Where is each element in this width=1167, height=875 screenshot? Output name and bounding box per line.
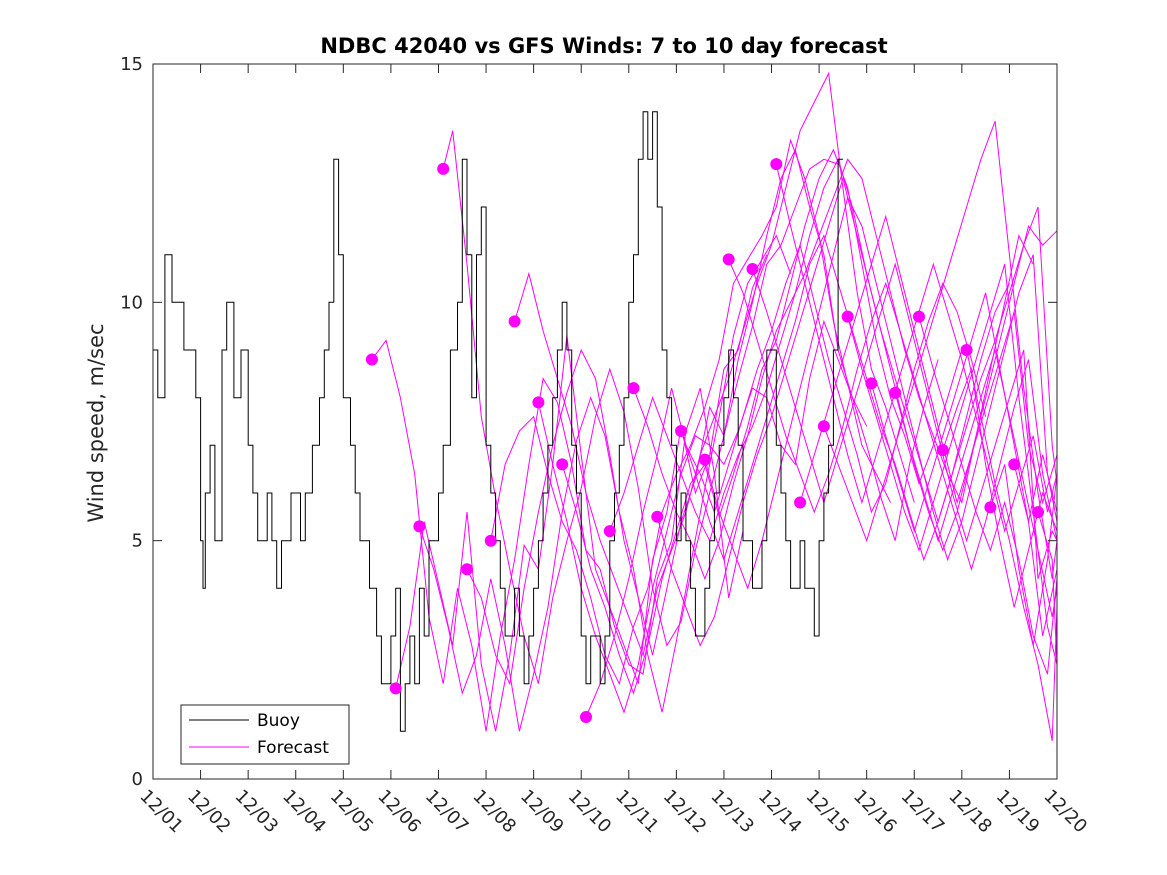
forecast-marker-7 xyxy=(508,315,521,328)
forecast-marker-24 xyxy=(913,310,925,323)
forecast-marker-11 xyxy=(603,525,616,538)
y-tick-label: 5 xyxy=(132,531,143,552)
forecast-marker-5 xyxy=(461,563,473,576)
forecast-line-6 xyxy=(490,138,891,686)
forecast-line-17 xyxy=(752,262,1057,579)
buoy-line xyxy=(153,111,843,732)
legend-forecast-label: Forecast xyxy=(257,738,329,758)
forecast-marker-10 xyxy=(580,711,592,723)
forecast-marker-14 xyxy=(675,425,688,437)
forecast-line-20 xyxy=(823,121,1057,579)
legend-box xyxy=(180,704,350,765)
forecast-marker-9 xyxy=(556,458,569,471)
forecast-marker-16 xyxy=(722,253,735,266)
forecast-marker-25 xyxy=(936,444,949,457)
forecast-marker-18 xyxy=(770,158,783,171)
forecast-marker-15 xyxy=(698,453,711,466)
forecast-marker-17 xyxy=(746,263,759,275)
forecast-line-26 xyxy=(966,349,1057,741)
forecast-line-7 xyxy=(514,71,915,657)
forecast-line-22 xyxy=(870,292,1057,637)
axes-frame xyxy=(152,63,1058,780)
forecast-line-29 xyxy=(1037,511,1057,665)
forecast-marker-1 xyxy=(365,353,378,366)
forecast-marker-28 xyxy=(1008,458,1021,471)
forecast-line-13 xyxy=(656,176,1057,647)
forecast-line-24 xyxy=(918,316,1057,675)
plot-area xyxy=(153,71,1057,741)
forecast-line-27 xyxy=(989,464,1057,646)
forecast-marker-3 xyxy=(413,520,426,533)
forecast-line-9 xyxy=(561,148,963,695)
legend: Buoy Forecast xyxy=(180,704,350,765)
y-tick-label: 0 xyxy=(132,769,143,790)
forecast-marker-13 xyxy=(651,510,664,523)
forecast-line-10 xyxy=(585,243,987,718)
forecast-line-15 xyxy=(704,196,1057,590)
legend-buoy-label: Buoy xyxy=(257,711,300,731)
forecast-line-5 xyxy=(466,148,868,686)
forecast-line-2 xyxy=(395,254,768,732)
forecast-marker-26 xyxy=(960,344,973,356)
y-axis-label: Wind speed, m/sec xyxy=(84,323,108,522)
forecast-marker-22 xyxy=(865,377,878,390)
forecast-line-21 xyxy=(847,264,1057,665)
forecast-line-1 xyxy=(371,339,744,732)
chart-title: NDBC 42040 vs GFS Winds: 7 to 10 day for… xyxy=(320,34,887,58)
forecast-line-4 xyxy=(442,130,839,684)
forecast-marker-19 xyxy=(794,496,807,509)
y-tick-label: 15 xyxy=(120,54,143,75)
forecast-marker-29 xyxy=(1032,506,1044,519)
forecast-marker-21 xyxy=(841,310,854,323)
forecast-marker-27 xyxy=(984,501,997,514)
forecast-marker-8 xyxy=(532,396,545,409)
forecast-line-16 xyxy=(728,259,1057,572)
y-tick-label: 10 xyxy=(120,292,143,313)
forecast-marker-4 xyxy=(437,162,450,175)
forecast-line-28 xyxy=(1013,454,1057,522)
forecast-line-19 xyxy=(799,214,1057,505)
forecast-marker-20 xyxy=(817,420,830,433)
forecast-line-23 xyxy=(894,349,1057,618)
forecast-marker-23 xyxy=(889,386,902,399)
forecast-marker-2 xyxy=(389,682,402,695)
forecast-marker-6 xyxy=(484,534,497,547)
forecast-marker-12 xyxy=(627,382,640,395)
forecast-line-14 xyxy=(680,206,1057,562)
